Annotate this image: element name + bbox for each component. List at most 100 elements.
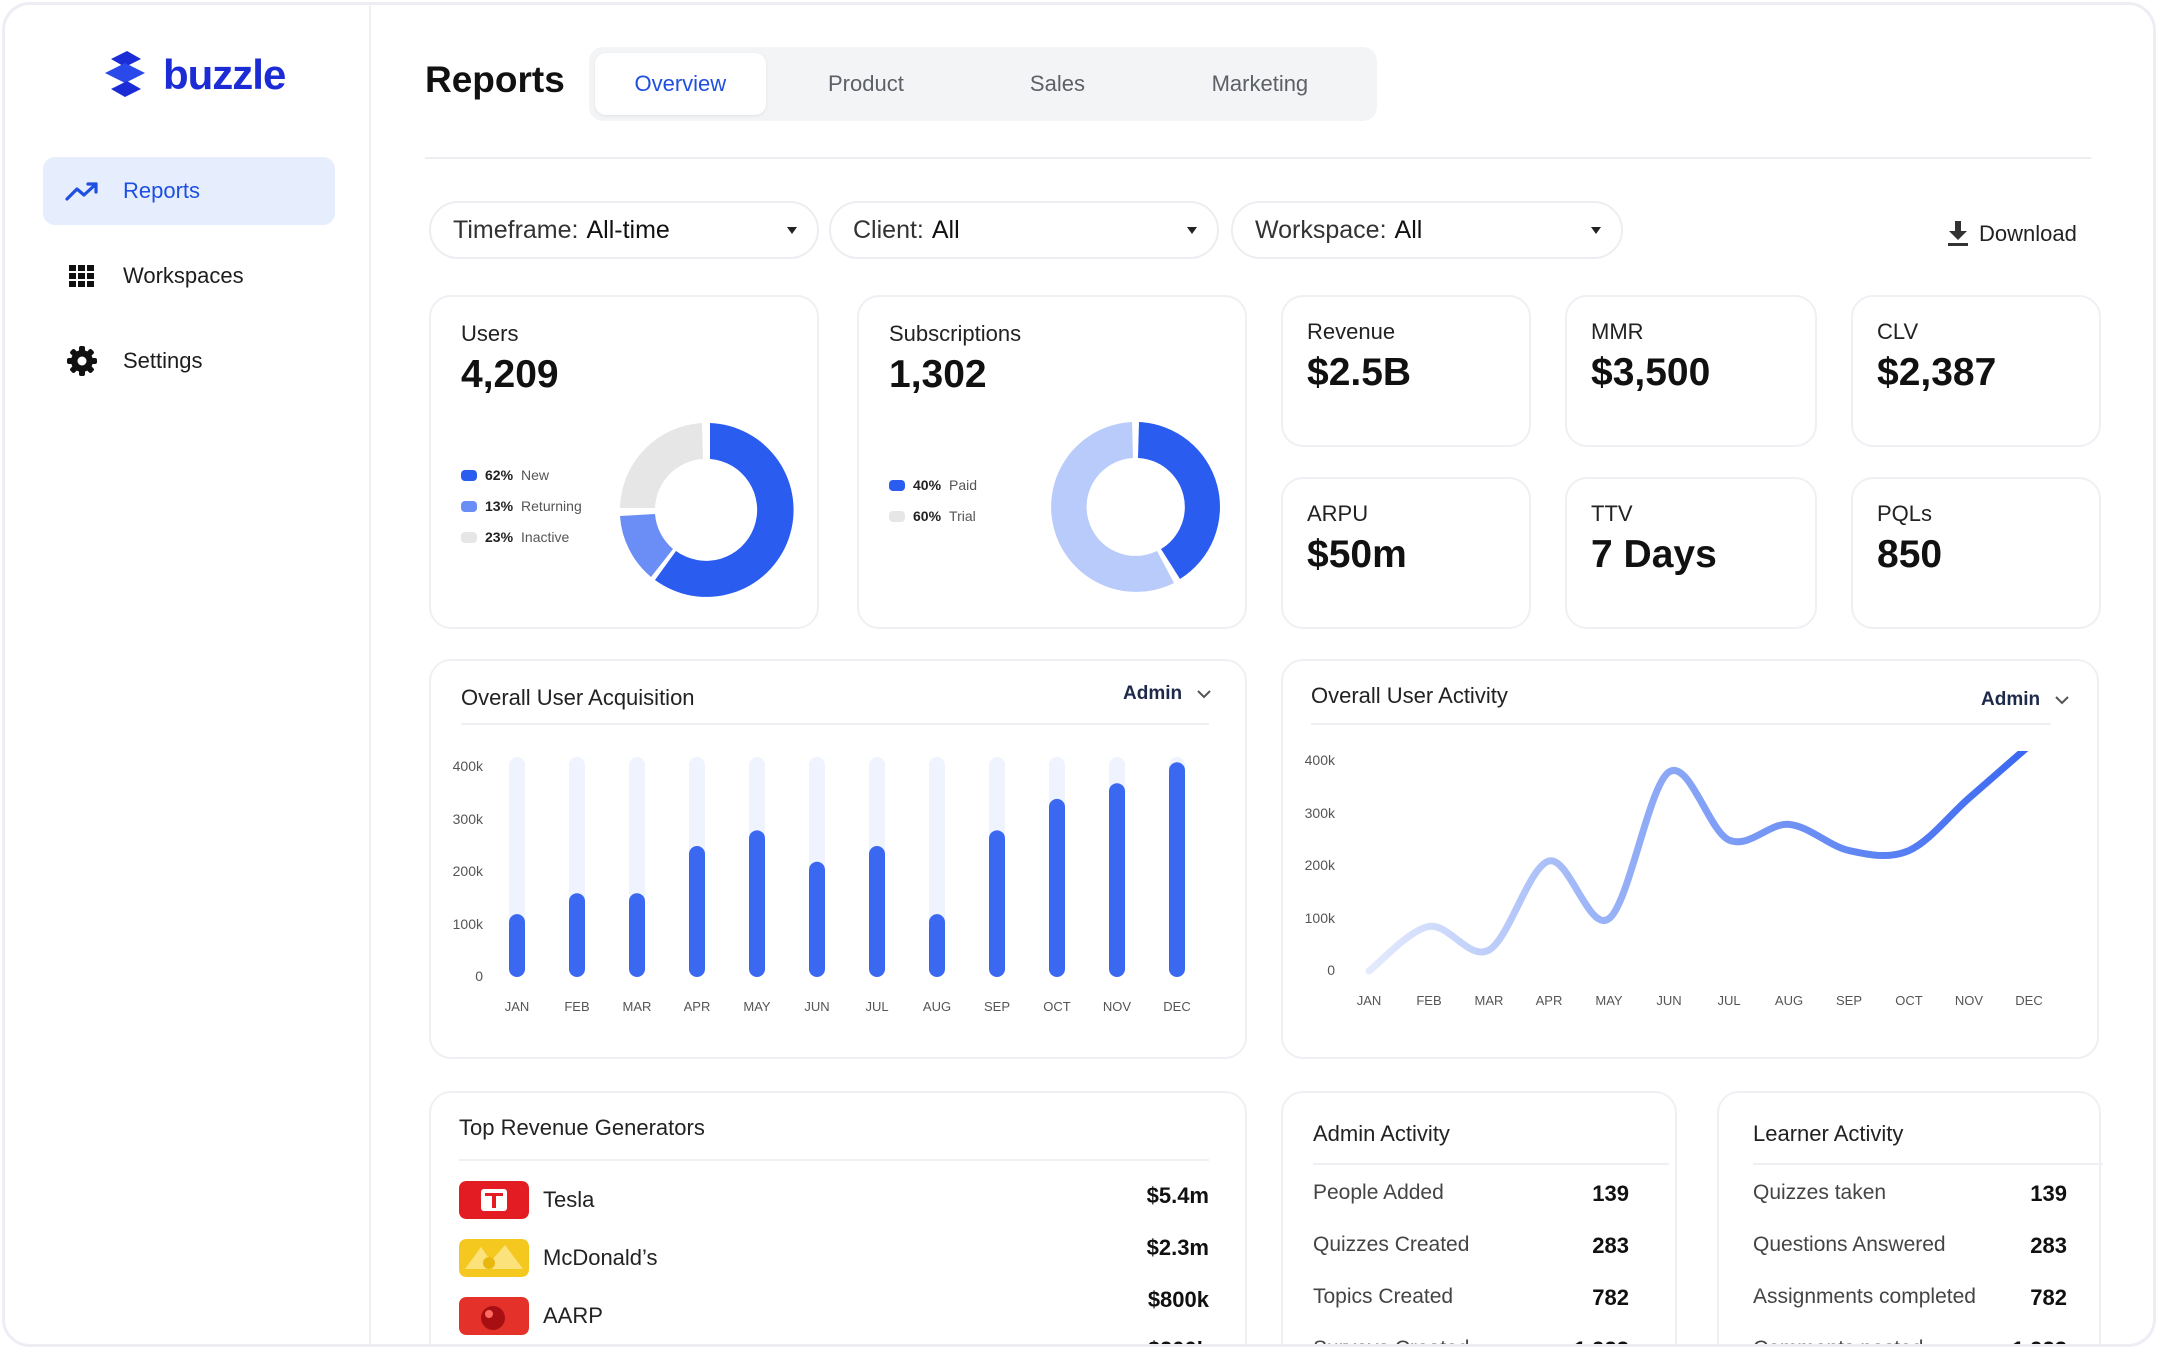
users-card: Users 4,209 62% New 13% Returning 23% Inact… xyxy=(429,295,819,629)
timeframe-select[interactable]: Timeframe: All-time xyxy=(429,201,819,259)
x-tick-label: JUL xyxy=(1717,993,1741,1008)
legend-item: 40% Paid xyxy=(889,477,977,493)
x-tick-label: OCT xyxy=(1043,999,1071,1014)
bar-sep[interactable] xyxy=(989,830,1005,977)
top-revenue-card: Top Revenue Generators Tesla $5.4m McDon… xyxy=(429,1091,1247,1344)
card-value: 1,302 xyxy=(889,353,987,396)
point-feb[interactable] xyxy=(1419,916,1439,936)
bar-oct[interactable] xyxy=(1049,798,1065,977)
donut-segment-new xyxy=(655,423,794,597)
x-tick-label: JAN xyxy=(1356,993,1382,1008)
point-mar[interactable] xyxy=(1479,940,1499,960)
chevron-down-icon xyxy=(2055,696,2069,705)
donut-segment-paid xyxy=(1138,422,1220,579)
bar-mar[interactable] xyxy=(629,893,645,977)
point-apr[interactable] xyxy=(1539,851,1559,871)
user-activity-card: Overall User Activity Admin 400k 300k 200k… xyxy=(1281,659,2099,1059)
x-tick-label: FEB xyxy=(564,999,590,1014)
revenue-row[interactable]: Tesla xyxy=(459,1181,594,1219)
x-tick-label: AUG xyxy=(922,999,952,1014)
bar-dec[interactable] xyxy=(1169,762,1185,977)
legend-item: 62% New xyxy=(461,467,582,483)
stat-value: 782 xyxy=(2030,1285,2067,1310)
tab-overview[interactable]: Overview xyxy=(595,53,766,115)
chart-title: Overall User Acquisition xyxy=(461,685,695,710)
tab-product[interactable]: Product xyxy=(828,71,904,96)
revenue-row[interactable]: McDonald’s xyxy=(459,1239,658,1277)
card-value: 850 xyxy=(1877,533,1943,576)
stat-label: Surveys Created xyxy=(1313,1337,1469,1344)
logo[interactable]: buzzle xyxy=(101,49,286,101)
x-tick-label: FEB xyxy=(1416,993,1442,1008)
legend-item: 23% Inactive xyxy=(461,529,582,545)
activity-line xyxy=(1365,751,2029,975)
card-value: $3,500 xyxy=(1591,351,1711,394)
bar-aug[interactable] xyxy=(929,914,945,977)
header-divider xyxy=(425,157,2091,159)
company-name: McDonald’s xyxy=(543,1245,658,1270)
stat-value: 139 xyxy=(1592,1181,1629,1206)
learner-activity-card: Learner Activity Quizzes taken 139 Quest… xyxy=(1717,1091,2103,1344)
x-tick-label: MAR xyxy=(1474,993,1504,1008)
donut-segment-trial xyxy=(1051,422,1174,592)
trend-up-icon xyxy=(65,174,99,208)
bar-jan[interactable] xyxy=(509,914,525,977)
stat-value: 283 xyxy=(2030,1233,2067,1258)
tab-sales[interactable]: Sales xyxy=(1029,71,1085,96)
card-value: $50m xyxy=(1307,533,1407,576)
point-jan[interactable] xyxy=(1359,961,1379,981)
company-name: AARP xyxy=(543,1303,603,1328)
point-may[interactable] xyxy=(1599,909,1619,929)
mmr-card: MMR $3,500 xyxy=(1565,295,1817,447)
sidebar-item-reports[interactable]: Reports xyxy=(43,157,335,225)
y-tick-label: 300k xyxy=(452,810,483,827)
sidebar-item-workspaces[interactable]: Workspaces xyxy=(43,242,335,310)
point-jun[interactable] xyxy=(1659,762,1679,782)
card-label: CLV xyxy=(1877,319,1919,344)
bar-apr[interactable] xyxy=(689,846,705,977)
card-label: Subscriptions xyxy=(889,321,1022,346)
sidebar-item-label: Settings xyxy=(123,348,203,373)
revenue-row[interactable]: AARP xyxy=(459,1297,603,1335)
card-label: Revenue xyxy=(1307,319,1396,344)
acquisition-role-dropdown[interactable]: Admin xyxy=(1123,683,1212,705)
legend-item: 60% Trial xyxy=(889,508,977,524)
tab-marketing[interactable]: Marketing xyxy=(1211,71,1309,96)
acquisition-bar-chart xyxy=(509,757,1185,977)
chart-divider xyxy=(461,723,1209,725)
revenue-value: $2.3m xyxy=(1146,1235,1209,1260)
card-label: Users xyxy=(461,321,519,346)
admin-activity-card: Admin Activity People Added 139 Quizzes … xyxy=(1281,1091,1677,1344)
activity-role-dropdown[interactable]: Admin xyxy=(1981,689,2070,711)
point-sep[interactable] xyxy=(1839,841,1859,861)
donut-segment-inactive xyxy=(620,423,703,508)
section-title: Learner Activity xyxy=(1753,1121,1904,1146)
bar-jun[interactable] xyxy=(809,861,825,977)
bar-may[interactable] xyxy=(749,830,765,977)
card-label: MMR xyxy=(1591,319,1644,344)
download-button[interactable]: Download xyxy=(1947,221,2077,247)
sidebar: buzzle Reports Workspaces xyxy=(5,5,371,1344)
section-divider xyxy=(1753,1163,2103,1165)
bar-feb[interactable] xyxy=(569,893,585,977)
revenue-value: $800k xyxy=(1147,1287,1209,1312)
x-tick-label: OCT xyxy=(1895,993,1923,1008)
point-oct[interactable] xyxy=(1899,841,1919,861)
client-select[interactable]: Client: All xyxy=(829,201,1219,259)
workspace-select[interactable]: Workspace: All xyxy=(1231,201,1623,259)
filter-value: All-time xyxy=(586,215,670,244)
point-aug[interactable] xyxy=(1779,814,1799,834)
point-jul[interactable] xyxy=(1719,830,1739,850)
sidebar-item-settings[interactable]: Settings xyxy=(43,327,335,395)
x-tick-label: AUG xyxy=(1774,993,1804,1008)
page-title: Reports xyxy=(425,59,565,100)
users-donut-chart xyxy=(620,423,794,597)
bar-jul[interactable] xyxy=(869,846,885,977)
bar-nov[interactable] xyxy=(1109,783,1125,977)
point-nov[interactable] xyxy=(1959,788,1979,808)
filter-label: Client: xyxy=(853,215,924,244)
stat-value: 139 xyxy=(2030,1181,2067,1206)
x-tick-label: JUN xyxy=(1656,993,1682,1008)
stat-label: Questions Answered xyxy=(1753,1233,1946,1256)
stat-value: 1,923 xyxy=(1967,1337,2067,1344)
